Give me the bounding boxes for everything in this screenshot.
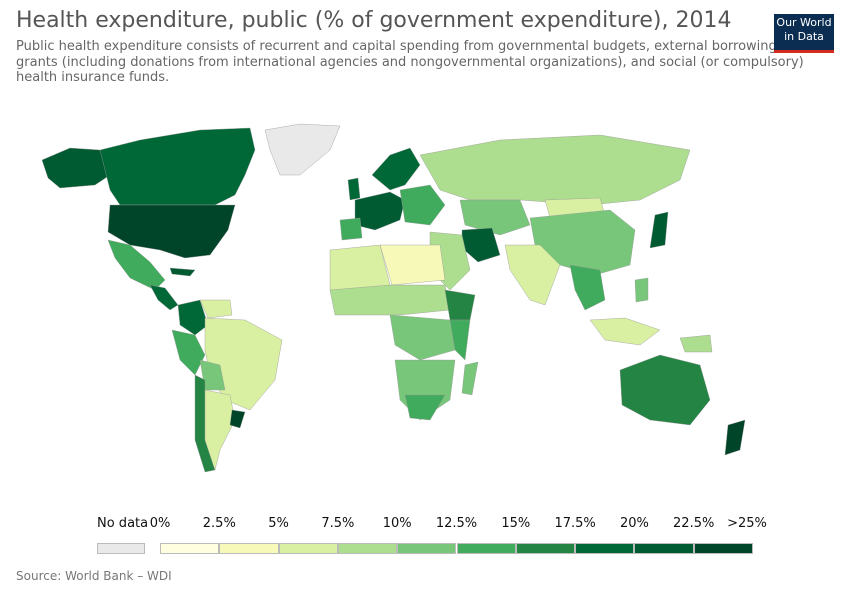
map-region-central-asia	[459, 199, 531, 236]
map-region-canada	[99, 127, 256, 206]
legend-swatch[interactable]	[515, 543, 576, 554]
map-region-horn-africa	[444, 289, 476, 321]
map-region-cuba	[169, 267, 196, 277]
legend-label: 7.5%	[321, 516, 355, 531]
map-region-southeast-asia	[569, 264, 606, 311]
map-region-central-america	[149, 284, 179, 311]
logo-line-2: in Data	[784, 30, 824, 43]
map-region-east-africa	[449, 319, 471, 361]
map-region-colombia	[177, 299, 209, 336]
owid-logo[interactable]: Our World in Data	[774, 14, 834, 53]
map-region-central-africa	[389, 314, 456, 361]
chart-subtitle: Public health expenditure consists of re…	[16, 39, 813, 85]
legend-swatch[interactable]	[397, 543, 457, 554]
legend-swatch[interactable]	[634, 543, 694, 554]
map-region-australia	[619, 354, 711, 426]
map-region-uk	[347, 177, 361, 201]
legend-no-data-swatch	[97, 543, 145, 554]
legend-swatch[interactable]	[575, 543, 635, 554]
map-region-mexico	[107, 239, 166, 291]
legend-label: 5%	[268, 516, 289, 531]
map-region-papua	[679, 334, 713, 353]
legend-swatch[interactable]	[456, 543, 516, 554]
legend-label: 12.5%	[435, 516, 478, 531]
map-region-libya-egypt	[379, 244, 446, 286]
map-region-alaska	[41, 147, 111, 189]
map-region-philippines	[634, 277, 649, 303]
legend-label: >25%	[727, 516, 767, 531]
map-region-eastern-europe	[399, 184, 446, 226]
map-region-new-zealand	[724, 419, 746, 456]
map-region-south-africa	[404, 394, 446, 421]
map-region-south-asia	[504, 244, 561, 306]
legend-label: 20%	[619, 516, 649, 531]
map-region-venezuela	[199, 299, 233, 319]
map-region-iberia	[339, 217, 363, 241]
map-region-uruguay	[229, 409, 246, 429]
map-region-indonesia	[589, 317, 661, 346]
legend-swatch[interactable]	[693, 543, 753, 554]
map-region-greenland	[264, 123, 341, 176]
world-map[interactable]	[0, 110, 850, 510]
legend-label: 17.5%	[554, 516, 596, 531]
map-region-peru	[171, 329, 206, 376]
map-region-madagascar	[461, 361, 479, 396]
map-region-russia	[419, 134, 691, 206]
map-region-scandinavia	[371, 147, 421, 191]
legend-label: 22.5%	[673, 516, 715, 531]
chart-title: Health expenditure, public (% of governm…	[16, 8, 732, 33]
map-region-western-europe	[354, 191, 406, 231]
map-region-sahel	[329, 284, 451, 316]
legend-swatch[interactable]	[160, 543, 220, 554]
map-region-usa	[107, 204, 236, 259]
map-region-japan	[649, 211, 669, 249]
legend-swatch[interactable]	[278, 543, 338, 554]
legend-no-data-label: No data	[97, 516, 149, 531]
legend-label: 2.5%	[202, 516, 236, 531]
legend-swatch[interactable]	[337, 543, 398, 554]
legend-label: 15%	[501, 516, 531, 531]
legend-swatch[interactable]	[219, 543, 279, 554]
source-note: Source: World Bank – WDI	[16, 569, 172, 583]
logo-line-1: Our World	[776, 16, 832, 29]
legend-label: 0%	[149, 516, 171, 531]
map-region-argentina	[204, 389, 236, 471]
legend-label: 10%	[382, 516, 412, 531]
